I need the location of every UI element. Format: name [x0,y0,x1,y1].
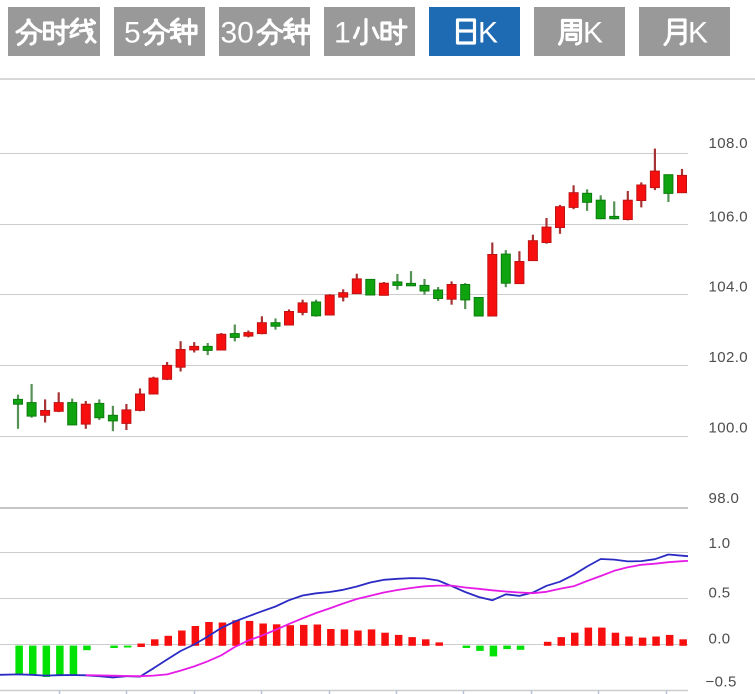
svg-text:104.0: 104.0 [709,279,749,296]
svg-text:K: K [478,17,498,50]
svg-text:98.0: 98.0 [709,490,740,507]
svg-text:K: K [583,17,603,50]
svg-text:0.0: 0.0 [709,631,731,648]
svg-text:−0.5: −0.5 [706,674,737,691]
svg-text:1: 1 [334,17,351,50]
svg-text:30: 30 [221,17,254,50]
svg-text:5: 5 [124,17,141,50]
svg-text:100.0: 100.0 [709,420,749,437]
svg-text:1.0: 1.0 [709,535,731,552]
svg-text:106.0: 106.0 [709,209,749,226]
svg-text:108.0: 108.0 [709,135,749,152]
svg-text:102.0: 102.0 [709,349,749,366]
svg-text:0.5: 0.5 [709,585,731,602]
svg-text:K: K [688,17,708,50]
